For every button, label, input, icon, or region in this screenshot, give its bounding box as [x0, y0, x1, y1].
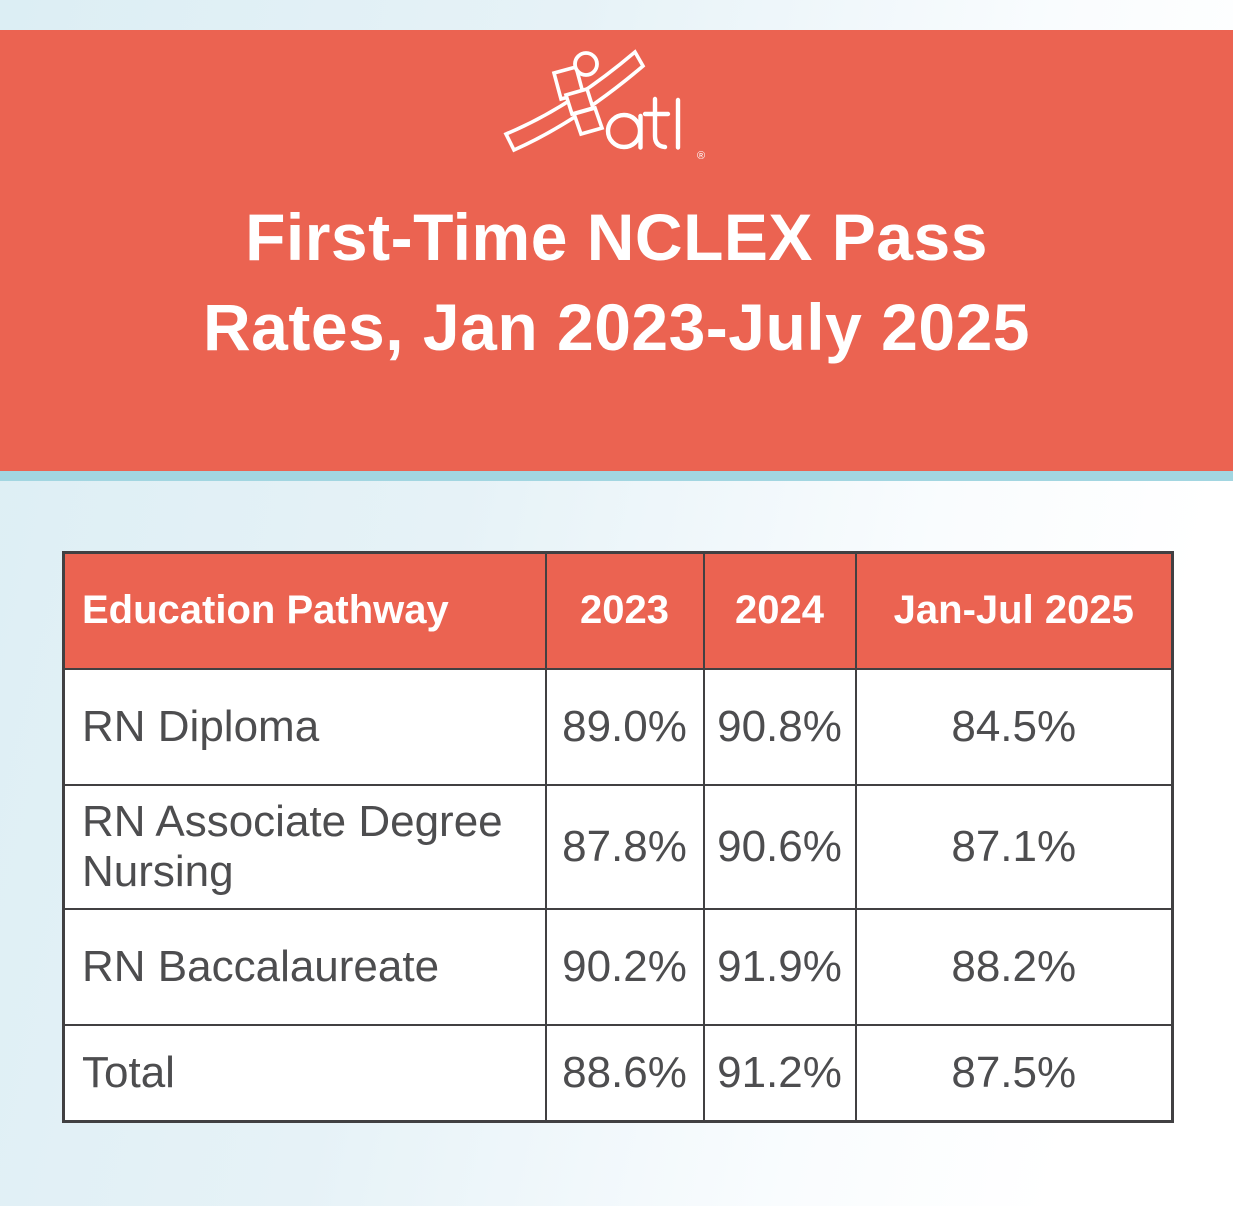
pathway-cell: RN Baccalaureate: [62, 907, 547, 1026]
table-row-rn-baccalaureate: RN Baccalaureate 90.2% 91.9% 88.2%: [62, 907, 1174, 1026]
ribbon-icon: [503, 49, 645, 153]
value-cell-2025: 88.2%: [854, 907, 1174, 1026]
column-header-2023: 2023: [544, 551, 705, 670]
pass-rates-table: Education Pathway 2023 2024 Jan-Jul 2025…: [62, 551, 1174, 1123]
page-title: First-Time NCLEX Pass Rates, Jan 2023-Ju…: [0, 192, 1233, 372]
divider-bar: [0, 471, 1233, 481]
table-header-row: Education Pathway 2023 2024 Jan-Jul 2025: [62, 551, 1174, 670]
column-header-jan-jul-2025: Jan-Jul 2025: [854, 551, 1174, 670]
registered-mark: ®: [697, 150, 705, 162]
content-area: Education Pathway 2023 2024 Jan-Jul 2025…: [0, 481, 1233, 1123]
value-cell-2025: 84.5%: [854, 667, 1174, 786]
ati-logo-graphic: ®: [503, 49, 705, 162]
column-header-2024: 2024: [702, 551, 857, 670]
column-header-education-pathway: Education Pathway: [62, 551, 547, 670]
figure-head-icon: [572, 51, 599, 77]
value-cell-2024: 91.9%: [702, 907, 857, 1026]
ati-logo: ®: [497, 30, 737, 180]
ati-wordmark: [605, 96, 680, 150]
value-cell-2023: 89.0%: [544, 667, 705, 786]
value-cell-2024: 90.8%: [702, 667, 857, 786]
value-cell-2025: 87.1%: [854, 783, 1174, 910]
title-line-2: Rates, Jan 2023-July 2025: [202, 290, 1031, 364]
value-cell-2023: 88.6%: [544, 1023, 705, 1123]
value-cell-2024: 90.6%: [702, 783, 857, 910]
pathway-cell: Total: [62, 1023, 547, 1123]
table-row-rn-associate-degree-nursing: RN Associate Degree Nursing 87.8% 90.6% …: [62, 783, 1174, 910]
figure-leg-icon: [571, 105, 604, 137]
header-banner: ® First-Time NCLEX Pass Rates, Jan 2023-…: [0, 30, 1233, 471]
table-row-rn-diploma: RN Diploma 89.0% 90.8% 84.5%: [62, 667, 1174, 786]
value-cell-2023: 87.8%: [544, 783, 705, 910]
table-row-total: Total 88.6% 91.2% 87.5%: [62, 1023, 1174, 1123]
value-cell-2023: 90.2%: [544, 907, 705, 1026]
pathway-cell: RN Diploma: [62, 667, 547, 786]
title-line-1: First-Time NCLEX Pass: [245, 200, 988, 274]
value-cell-2024: 91.2%: [702, 1023, 857, 1123]
pathway-cell: RN Associate Degree Nursing: [62, 783, 547, 910]
value-cell-2025: 87.5%: [854, 1023, 1174, 1123]
